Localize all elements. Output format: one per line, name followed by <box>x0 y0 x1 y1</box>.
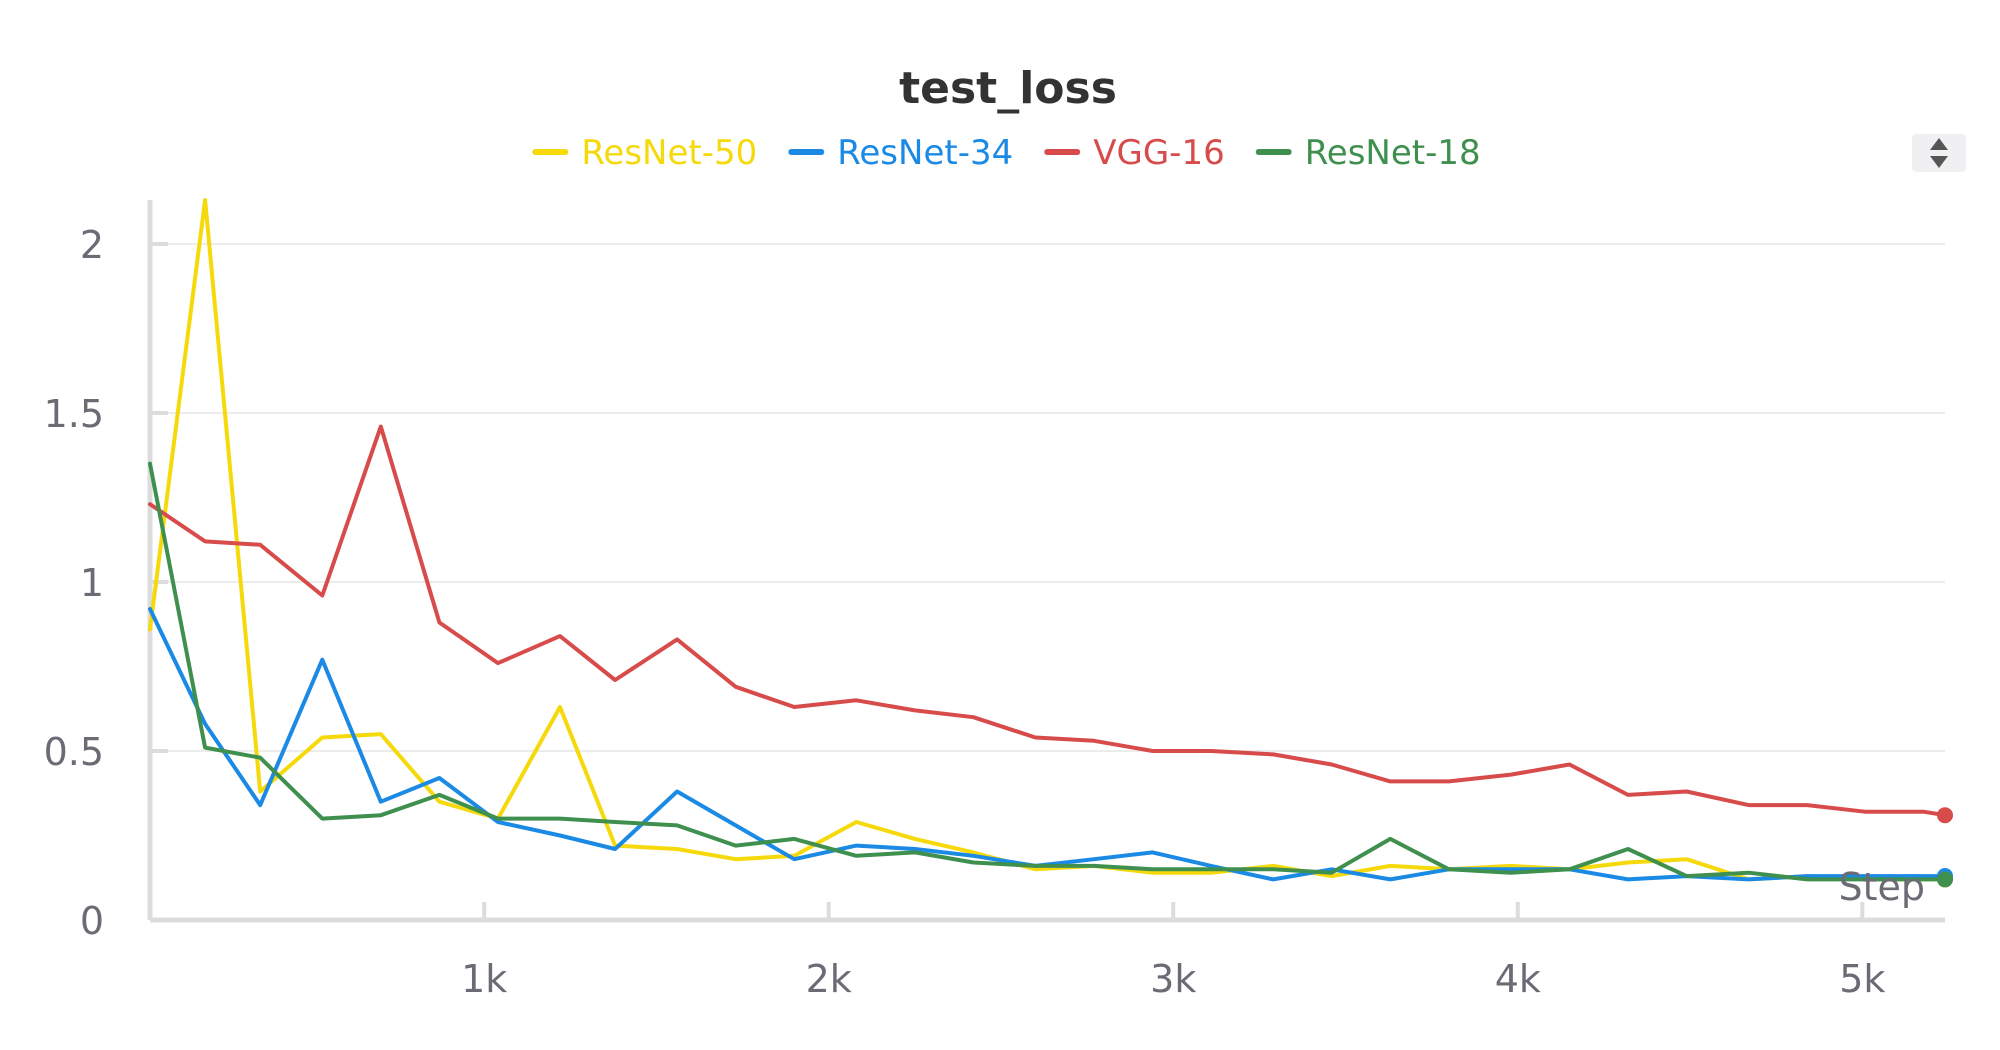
axes <box>147 200 1945 923</box>
legend-item-vgg-16[interactable]: VGG-16 <box>1044 133 1225 173</box>
chart-title: test_loss <box>899 63 1117 114</box>
x-tick-label-1: 2k <box>806 957 852 1001</box>
legend-item-resnet-34[interactable]: ResNet-34 <box>788 133 1013 173</box>
legend-label-vgg-16: VGG-16 <box>1093 133 1224 173</box>
x-axis-ticks: 1k 2k 3k 4k 5k <box>461 902 1885 1001</box>
x-tick-label-0: 1k <box>461 957 507 1001</box>
grid <box>150 242 1945 752</box>
x-tick-label-4: 5k <box>1839 957 1885 1001</box>
chevron-down-icon[interactable] <box>1930 156 1948 168</box>
y-tick-label-1: 0.5 <box>44 730 104 774</box>
legend-scroll-box[interactable] <box>1912 134 1966 172</box>
legend-item-resnet-18[interactable]: ResNet-18 <box>1255 133 1481 173</box>
y-tick-label-4: 2 <box>80 223 104 267</box>
legend-scroll-control[interactable] <box>1912 134 1966 172</box>
series-line-resnet-18[interactable] <box>148 461 1947 882</box>
x-tick-label-3: 4k <box>1495 957 1541 1001</box>
y-tick-label-0: 0 <box>80 899 104 943</box>
series-line-resnet-34[interactable] <box>148 607 1947 882</box>
series-end-marker-vgg-16[interactable] <box>1937 807 1953 824</box>
y-tick-label-3: 1.5 <box>44 392 104 436</box>
legend-label-resnet-50: ResNet-50 <box>581 133 757 173</box>
x-tick-label-2: 3k <box>1150 957 1196 1001</box>
chevron-up-icon[interactable] <box>1930 138 1948 150</box>
y-tick-label-2: 1 <box>80 561 104 605</box>
legend-item-resnet-50[interactable]: ResNet-50 <box>532 133 757 173</box>
legend-label-resnet-18: ResNet-18 <box>1305 133 1481 173</box>
series-line-resnet-50[interactable] <box>148 198 1947 882</box>
series-line-vgg-16[interactable] <box>148 424 1947 818</box>
series-end-marker-resnet-18[interactable] <box>1937 871 1953 888</box>
x-axis-label: Step <box>1838 865 1925 909</box>
legend-label-resnet-34: ResNet-34 <box>837 133 1013 173</box>
y-axis-ticks: 0 0.5 1 1.5 2 <box>44 223 168 943</box>
legend[interactable]: ResNet-50 ResNet-34 VGG-16 ResNet-18 <box>532 133 1481 173</box>
plot-area[interactable] <box>148 198 1953 888</box>
